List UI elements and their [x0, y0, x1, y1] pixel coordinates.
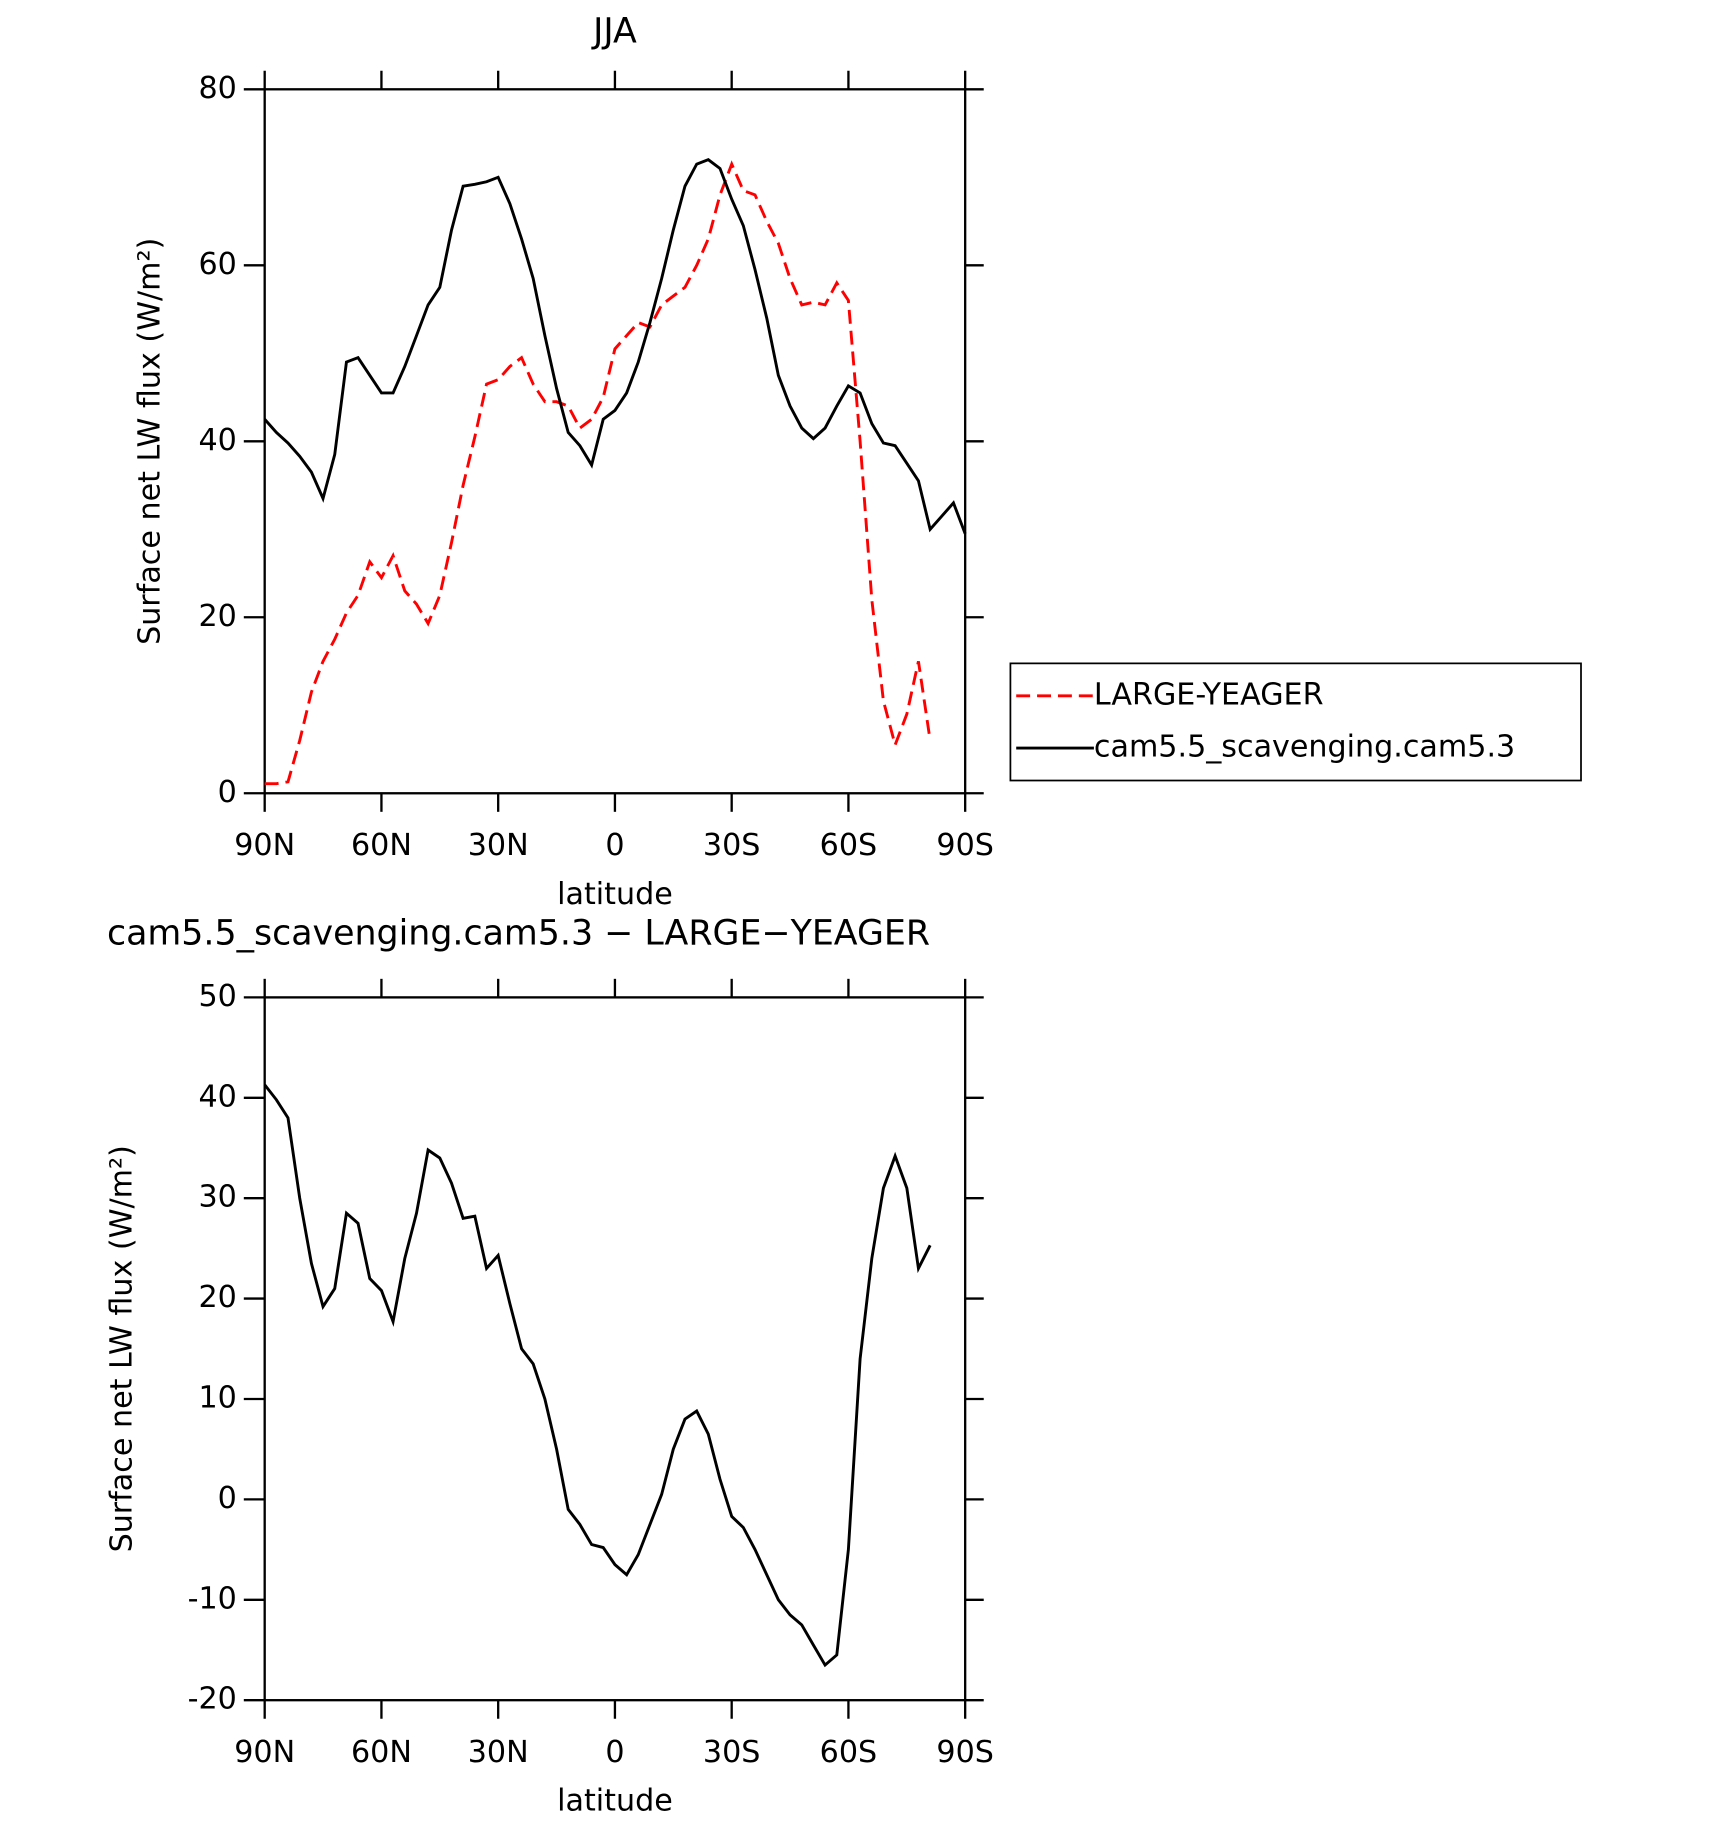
y-tick-label: 50 — [198, 979, 236, 1014]
x-tick-label: 60N — [351, 828, 412, 863]
x-tick-label: 0 — [605, 828, 624, 863]
x-tick-label: 90N — [234, 1735, 295, 1770]
y-tick-label: 40 — [198, 423, 236, 458]
y-tick-label: 10 — [198, 1380, 236, 1415]
legend-box — [1009, 662, 1582, 782]
chart-title: JJA — [591, 11, 637, 51]
legend-label: LARGE-YEAGER — [1094, 677, 1324, 712]
data-line — [264, 160, 932, 786]
y-tick-label: 30 — [198, 1180, 236, 1215]
x-axis-label: latitude — [557, 1784, 673, 1819]
x-axis-label: latitude — [557, 877, 673, 912]
y-tick-label: -10 — [188, 1581, 237, 1616]
x-tick-label: 30N — [468, 1735, 529, 1770]
data-line — [263, 158, 967, 535]
x-tick-label: 90N — [234, 828, 295, 863]
x-tick-label: 30S — [703, 828, 761, 863]
x-tick-label: 60S — [820, 1735, 878, 1770]
y-axis-label: Surface net LW flux (W/m²) — [133, 238, 168, 645]
y-tick-label: -20 — [188, 1682, 237, 1717]
y-tick-label: 20 — [198, 599, 236, 634]
x-tick-label: 90S — [936, 828, 994, 863]
x-tick-label: 60S — [820, 828, 878, 863]
y-tick-label: 0 — [218, 775, 237, 810]
data-line — [263, 1083, 932, 1668]
x-tick-label: 90S — [936, 1735, 994, 1770]
chart-title: cam5.5_scavenging.cam5.3 − LARGE−YEAGER — [107, 914, 930, 954]
x-tick-label: 30N — [468, 828, 529, 863]
legend-label: cam5.5_scavenging.cam5.3 — [1094, 730, 1515, 765]
y-axis-label: Surface net LW flux (W/m²) — [105, 1145, 140, 1552]
y-tick-label: 80 — [198, 71, 236, 106]
x-tick-label: 60N — [351, 1735, 412, 1770]
y-tick-label: 40 — [198, 1079, 236, 1114]
y-tick-label: 0 — [218, 1481, 237, 1516]
x-tick-label: 0 — [605, 1735, 624, 1770]
x-tick-label: 30S — [703, 1735, 761, 1770]
y-tick-label: 20 — [198, 1280, 236, 1315]
y-tick-label: 60 — [198, 247, 236, 282]
